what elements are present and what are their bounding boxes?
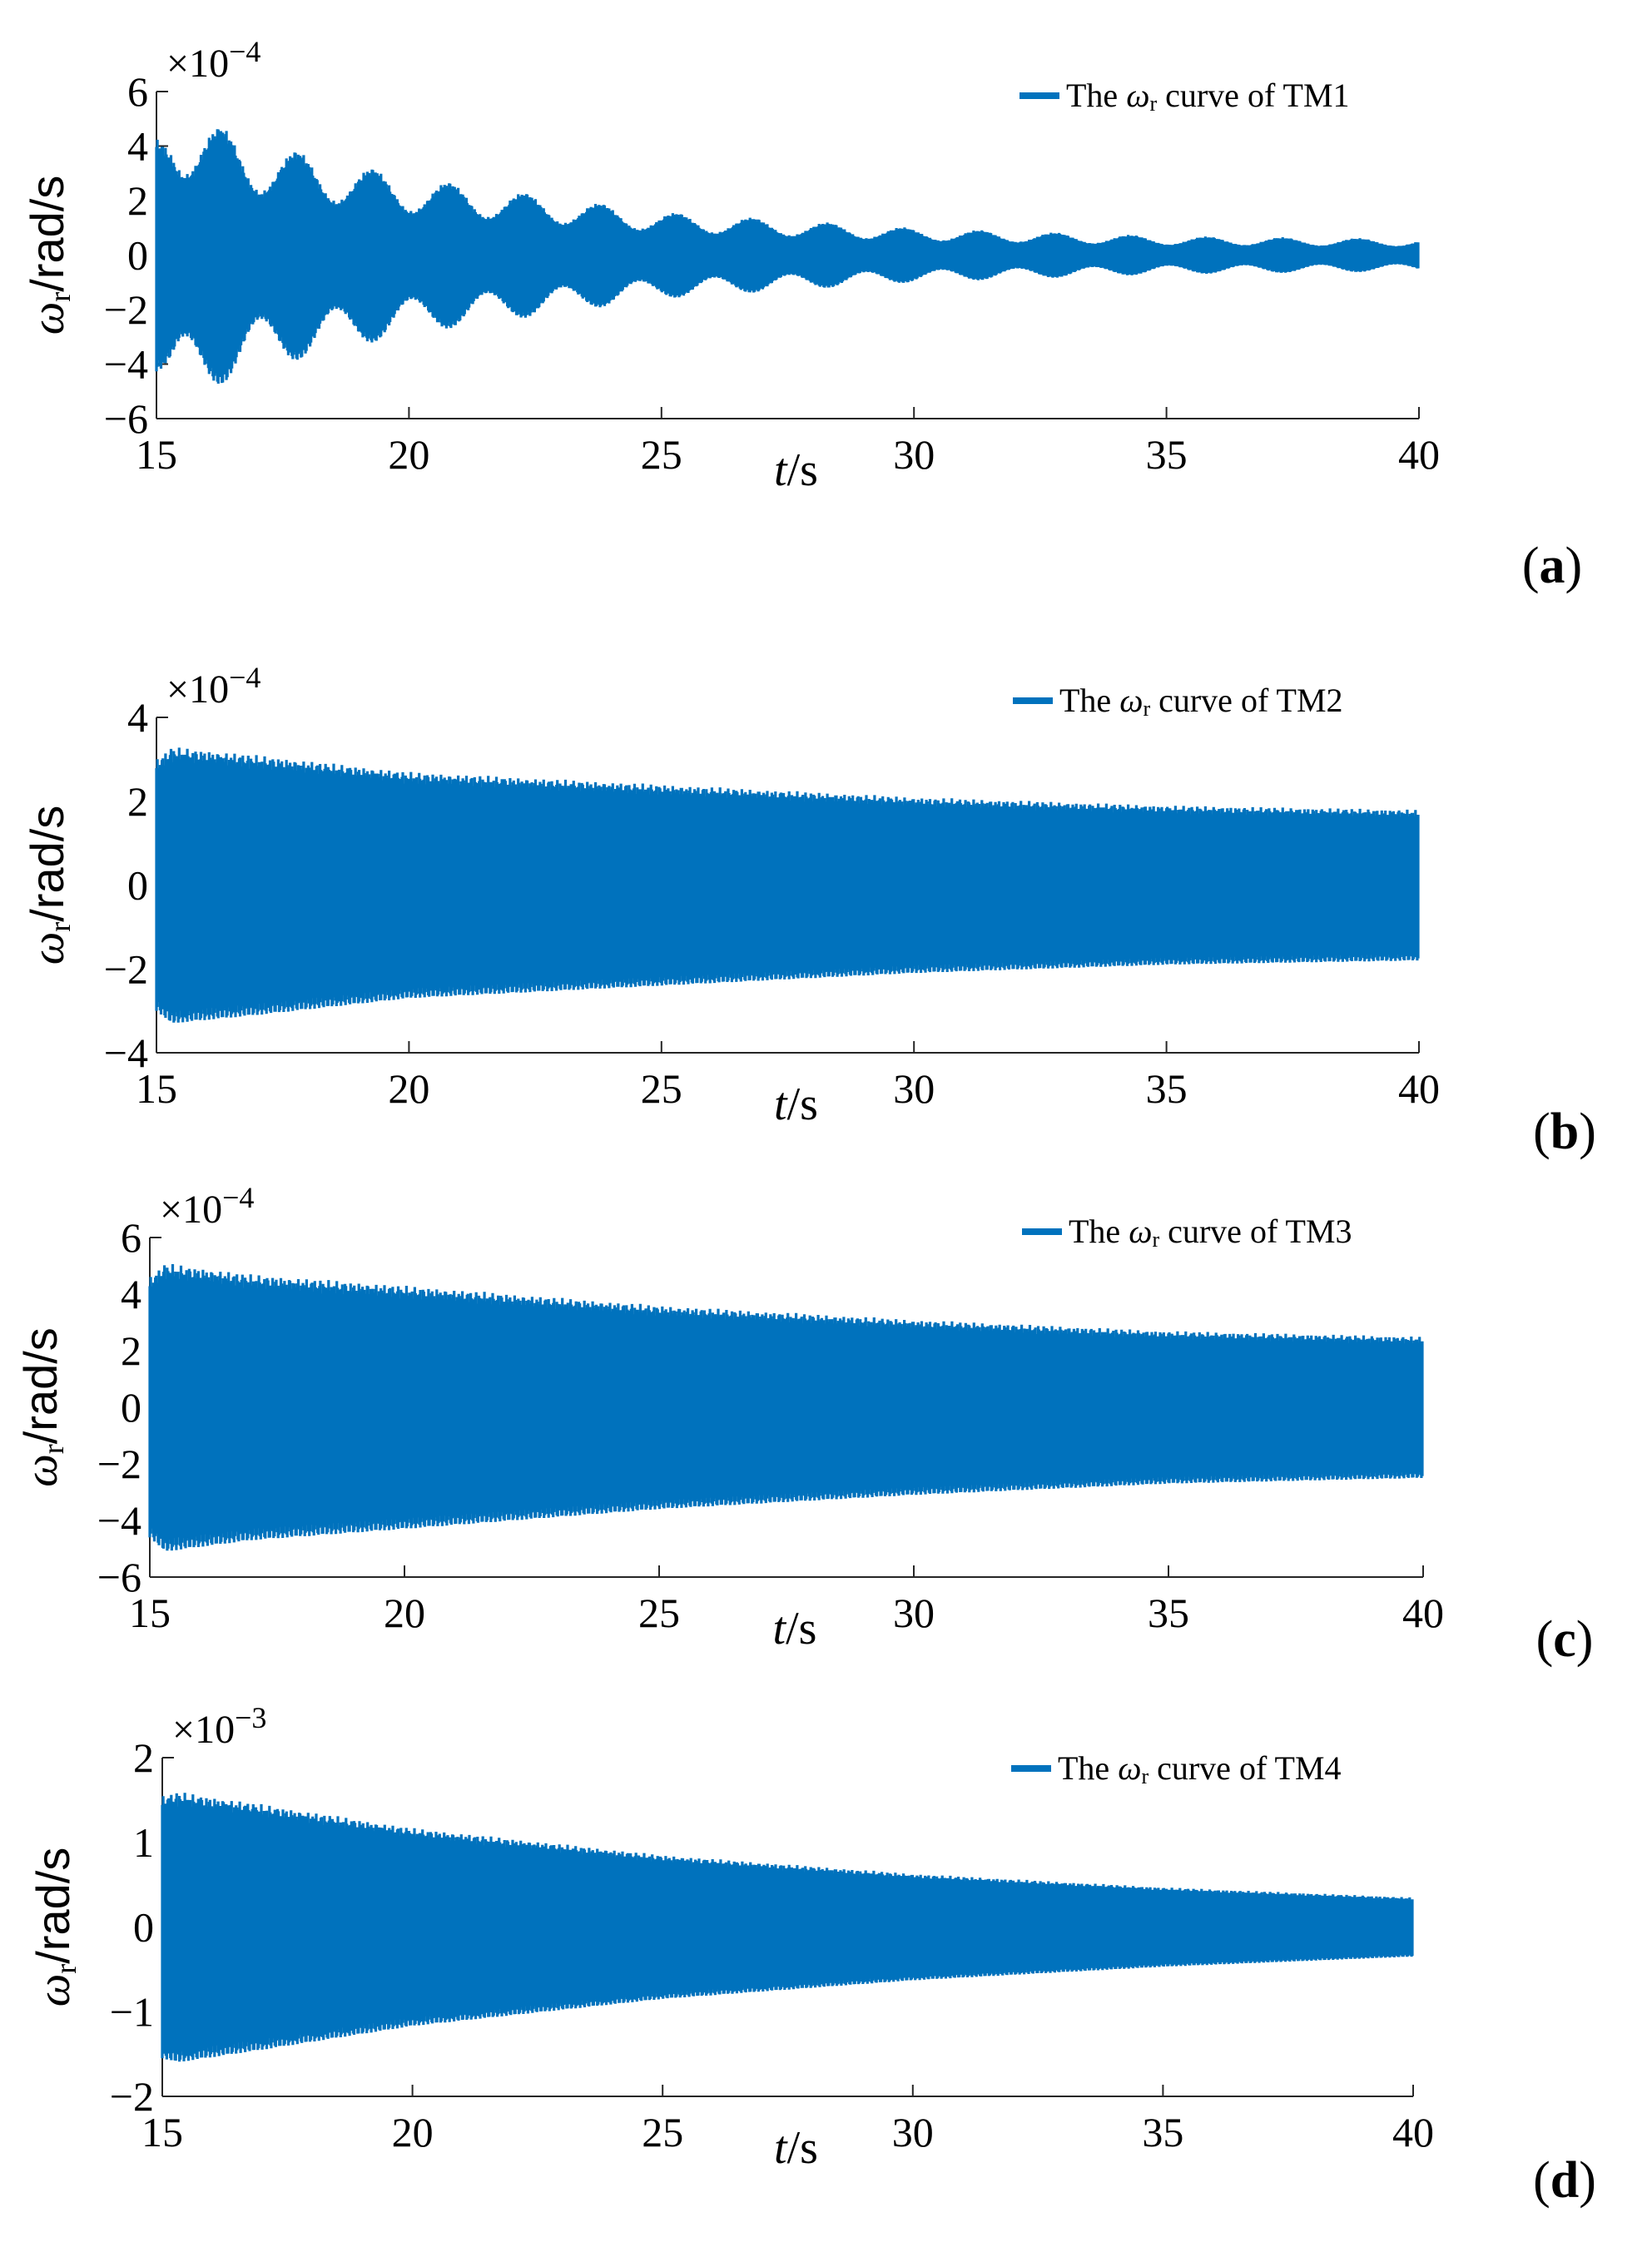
y-tick-label: 2 — [133, 1734, 154, 1781]
panel-label: (d) — [1533, 2152, 1596, 2209]
y-tick-label: −1 — [110, 1988, 154, 2035]
y-tick-label: −6 — [104, 395, 148, 442]
x-tick-label: 30 — [893, 1065, 935, 1112]
y-tick-label: −2 — [104, 945, 148, 992]
y-tick-label: −4 — [104, 341, 148, 388]
y-tick-label: −2 — [110, 2073, 154, 2120]
x-tick-label: 30 — [892, 2109, 934, 2155]
panel-label: (c) — [1536, 1611, 1594, 1668]
x-tick-label: 25 — [642, 2109, 683, 2155]
y-tick-label: −4 — [97, 1497, 141, 1544]
x-axis-label: t/s — [774, 444, 818, 496]
x-tick-label: 35 — [1146, 1065, 1188, 1112]
x-tick-label: 15 — [129, 1590, 171, 1636]
y-tick-label: 2 — [127, 778, 148, 825]
panel-label: (b) — [1533, 1104, 1596, 1160]
x-tick-label: 35 — [1142, 2109, 1183, 2155]
y-tick-label: 0 — [127, 232, 148, 279]
series-line — [148, 1263, 1424, 1551]
x-tick-label: 20 — [388, 1065, 429, 1112]
series-line — [161, 1793, 1414, 2062]
chart-panel-4: −2 −1 0 1 2 15 20 25 30 35 40 ×10−3 ωr/rad/s t/s The ω… — [27, 1701, 1596, 2209]
panel-label: (a) — [1522, 538, 1582, 594]
y-tick-label: 6 — [127, 68, 148, 115]
x-tick-label: 15 — [136, 1065, 177, 1112]
x-tick-label: 20 — [392, 2109, 434, 2155]
y-tick-label: −2 — [97, 1441, 141, 1487]
y-tick-label: 1 — [133, 1819, 154, 1866]
y-tick-label: −4 — [104, 1029, 148, 1076]
x-tick-label: 15 — [136, 431, 177, 478]
x-tick-label: 20 — [388, 431, 429, 478]
y-tick-label: −6 — [97, 1554, 141, 1600]
y-tick-label: 4 — [127, 123, 148, 170]
y-tick-label: 4 — [127, 694, 148, 741]
x-tick-label: 15 — [141, 2109, 183, 2155]
legend-label: The ωr curve of TM3 — [1069, 1213, 1352, 1252]
axis-multiplier: ×10−3 — [172, 1701, 266, 1752]
x-tick-label: 35 — [1146, 431, 1188, 478]
y-axis-label: ωr/rad/s — [21, 806, 77, 965]
x-tick-label: 40 — [1402, 1590, 1444, 1636]
x-tick-label: 35 — [1148, 1590, 1189, 1636]
y-axis-label: ωr/rad/s — [14, 1327, 70, 1487]
chart-panel-3: −6 −4 −2 0 2 4 6 15 20 25 30 35 40 ×10−4 ωr/rad/s t/s Th… — [14, 1181, 1593, 1668]
series-line — [155, 747, 1420, 1023]
axis-multiplier: ×10−4 — [166, 661, 260, 712]
y-tick-label: 0 — [121, 1384, 141, 1431]
x-tick-label: 40 — [1392, 2109, 1434, 2155]
x-tick-label: 25 — [641, 1065, 682, 1112]
y-axis-label: ωr/rad/s — [27, 1848, 82, 2007]
x-tick-label: 25 — [638, 1590, 680, 1636]
x-axis-label: t/s — [774, 2122, 818, 2174]
y-tick-label: 4 — [121, 1271, 141, 1317]
y-axis-label: ωr/rad/s — [21, 176, 77, 335]
x-tick-label: 30 — [893, 431, 935, 478]
legend-label: The ωr curve of TM4 — [1058, 1749, 1342, 1788]
x-axis-label: t/s — [773, 1603, 817, 1654]
x-tick-label: 40 — [1398, 1065, 1440, 1112]
x-axis-label: t/s — [774, 1079, 818, 1130]
axis-multiplier: ×10−4 — [160, 1181, 254, 1232]
y-tick-label: 0 — [133, 1904, 154, 1951]
x-tick-label: 30 — [893, 1590, 935, 1636]
axis-multiplier: ×10−4 — [166, 35, 260, 86]
y-tick-label: 0 — [127, 862, 148, 909]
series-line — [155, 129, 1420, 384]
y-tick-label: −2 — [104, 286, 148, 333]
x-tick-label: 20 — [384, 1590, 425, 1636]
x-tick-label: 25 — [641, 431, 682, 478]
chart-panel-2: −4 −2 0 2 4 15 20 25 30 35 40 ×10−4 ωr/rad/s t/s The ω… — [21, 661, 1596, 1160]
y-tick-label: 6 — [121, 1214, 141, 1261]
chart-panel-1: −6 −4 −2 0 2 4 6 15 20 25 30 35 40 ×10−4 ωr/rad/s t/s Th… — [21, 35, 1582, 594]
y-tick-label: 2 — [121, 1327, 141, 1374]
x-tick-label: 40 — [1398, 431, 1440, 478]
legend-label: The ωr curve of TM1 — [1066, 77, 1350, 116]
y-tick-label: 2 — [127, 177, 148, 224]
legend-label: The ωr curve of TM2 — [1059, 682, 1343, 721]
